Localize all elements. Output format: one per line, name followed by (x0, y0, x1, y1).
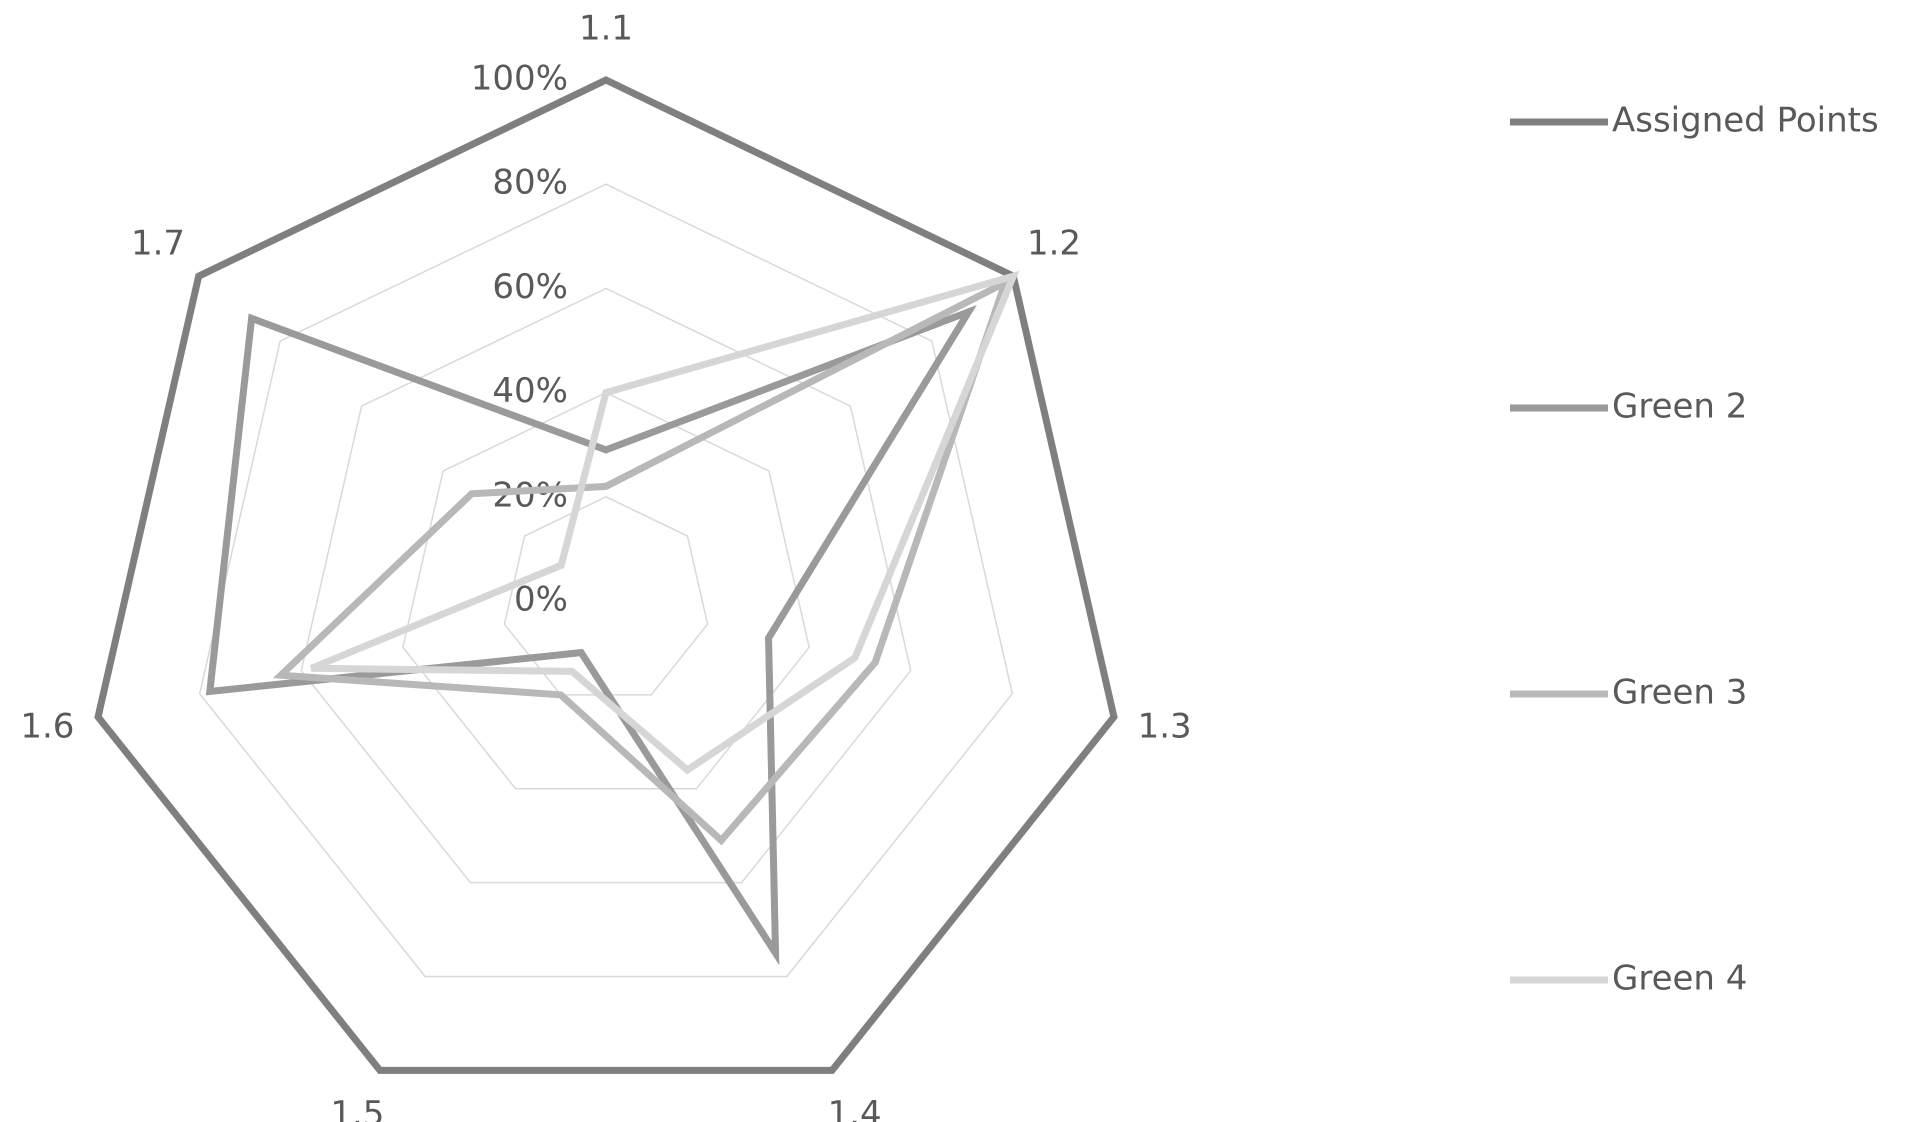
y-tick-label: 100% (471, 59, 568, 99)
grid-ring (300, 287, 912, 884)
grid-ring (198, 183, 1014, 978)
legend-label: Green 4 (1612, 959, 1747, 999)
y-tick-label: 80% (492, 163, 568, 203)
series-line (310, 270, 1020, 775)
category-label: 1.1 (579, 9, 633, 49)
series-line (94, 76, 1118, 1074)
legend-label: Assigned Points (1612, 101, 1879, 141)
y-tick-label: 40% (492, 371, 568, 411)
grid-ring (402, 391, 810, 790)
y-tick-label: 0% (514, 580, 568, 620)
y-tick-label: 60% (492, 267, 568, 307)
category-label: 1.5 (330, 1094, 384, 1122)
legend-label: Green 3 (1612, 673, 1747, 713)
category-label: 1.4 (828, 1094, 882, 1122)
category-label: 1.2 (1027, 223, 1081, 263)
category-label: 1.6 (20, 707, 74, 747)
category-label: 1.3 (1138, 707, 1192, 747)
category-label: 1.7 (131, 223, 185, 263)
grid-ring (97, 79, 1115, 1072)
legend-label: Green 2 (1612, 387, 1747, 427)
